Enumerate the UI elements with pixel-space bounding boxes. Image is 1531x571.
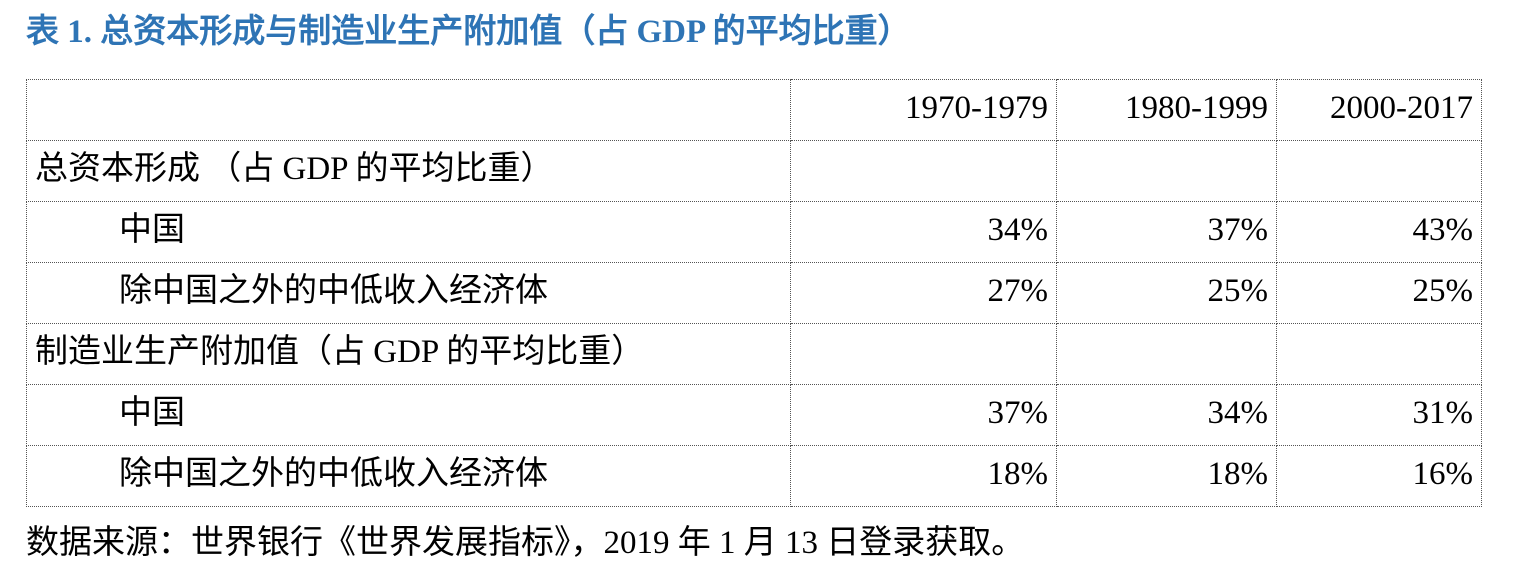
- table-cell: 25%: [1056, 262, 1277, 324]
- table-cell: 25%: [1276, 262, 1482, 324]
- row-label: 中国: [26, 384, 791, 446]
- table-cell: 43%: [1276, 201, 1482, 263]
- table-row: 总资本形成 （占 GDP 的平均比重）: [26, 140, 1482, 202]
- table-cell: [790, 140, 1057, 202]
- column-header: 1980-1999: [1056, 79, 1277, 141]
- table-cell: 16%: [1276, 445, 1482, 507]
- source-note: 数据来源：世界银行《世界发展指标》，2019 年 1 月 13 日登录获取。: [26, 525, 1025, 561]
- table-title: 表 1. 总资本形成与制造业生产附加值（占 GDP 的平均比重）: [26, 14, 911, 50]
- column-header: 1970-1979: [790, 79, 1057, 141]
- table-cell: 34%: [790, 201, 1057, 263]
- table-cell: 18%: [1056, 445, 1277, 507]
- table-cell: [1276, 140, 1482, 202]
- table-cell: 27%: [790, 262, 1057, 324]
- table-header-row: 1970-1979 1980-1999 2000-2017: [26, 79, 1482, 141]
- table-cell: [1276, 323, 1482, 385]
- table-row: 中国 34% 37% 43%: [26, 201, 1482, 263]
- table-row: 除中国之外的中低收入经济体 18% 18% 16%: [26, 445, 1482, 507]
- row-label: 除中国之外的中低收入经济体: [26, 262, 791, 324]
- section-label: 制造业生产附加值（占 GDP 的平均比重）: [26, 323, 791, 385]
- column-header: [26, 79, 791, 141]
- column-header: 2000-2017: [1276, 79, 1482, 141]
- table-cell: [790, 323, 1057, 385]
- table-row: 除中国之外的中低收入经济体 27% 25% 25%: [26, 262, 1482, 324]
- table-row: 制造业生产附加值（占 GDP 的平均比重）: [26, 323, 1482, 385]
- row-label: 除中国之外的中低收入经济体: [26, 445, 791, 507]
- table-cell: 18%: [790, 445, 1057, 507]
- table-cell: 37%: [1056, 201, 1277, 263]
- row-label: 中国: [26, 201, 791, 263]
- table-cell: 34%: [1056, 384, 1277, 446]
- data-table: 1970-1979 1980-1999 2000-2017 总资本形成 （占 G…: [26, 79, 1482, 507]
- table-cell: [1056, 140, 1277, 202]
- section-label: 总资本形成 （占 GDP 的平均比重）: [26, 140, 791, 202]
- table-cell: 31%: [1276, 384, 1482, 446]
- table-row: 中国 37% 34% 31%: [26, 384, 1482, 446]
- table-cell: 37%: [790, 384, 1057, 446]
- table-cell: [1056, 323, 1277, 385]
